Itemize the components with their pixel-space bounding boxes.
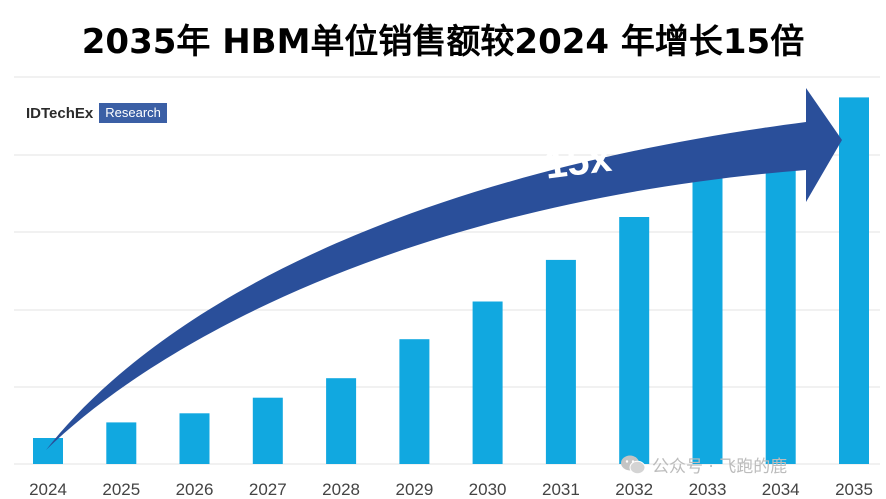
bar-2033 <box>692 175 723 464</box>
bar-2024 <box>33 438 63 464</box>
x-tick-2029: 2029 <box>395 480 433 499</box>
logo-brand: IDTechEx <box>26 104 94 122</box>
x-tick-2032: 2032 <box>615 480 653 499</box>
bar-2032 <box>619 217 650 464</box>
chart-title: 2035年 HBM单位销售额较2024 年增长15倍 <box>81 22 805 62</box>
x-tick-labels: 2024 2025 2026 2027 2028 2029 2030 2031 2032 2033… <box>29 480 873 499</box>
growth-arrow-body <box>46 88 842 450</box>
bars <box>33 97 869 465</box>
bar-2031 <box>545 259 576 464</box>
x-tick-2026: 2026 <box>176 480 214 499</box>
x-tick-2033: 2033 <box>689 480 727 499</box>
bar-2028 <box>326 378 357 464</box>
bar-2030 <box>472 301 503 464</box>
x-tick-2030: 2030 <box>469 480 507 499</box>
idtechex-logo: IDTechEx Research <box>26 102 167 124</box>
x-tick-2028: 2028 <box>322 480 360 499</box>
bar-2026 <box>179 413 210 464</box>
watermark-text: 公众号 · 飞跑的鹿 <box>652 457 788 477</box>
bar-2025 <box>106 422 137 464</box>
growth-arrow: ~15x <box>46 88 842 450</box>
x-tick-2034: 2034 <box>762 480 800 499</box>
growth-label: ~15x <box>519 136 614 191</box>
x-tick-2035: 2035 <box>835 480 873 499</box>
x-tick-2027: 2027 <box>249 480 287 499</box>
bar-2035 <box>839 97 869 465</box>
x-tick-2031: 2031 <box>542 480 580 499</box>
logo-tag: Research <box>99 103 167 123</box>
wechat-icon <box>621 455 646 474</box>
watermark: 公众号 · 飞跑的鹿 <box>620 452 787 477</box>
x-tick-2025: 2025 <box>102 480 140 499</box>
bar-2034 <box>765 133 796 465</box>
x-tick-2024: 2024 <box>29 480 67 499</box>
bar-2029 <box>399 339 430 464</box>
bar-2027 <box>252 397 283 464</box>
